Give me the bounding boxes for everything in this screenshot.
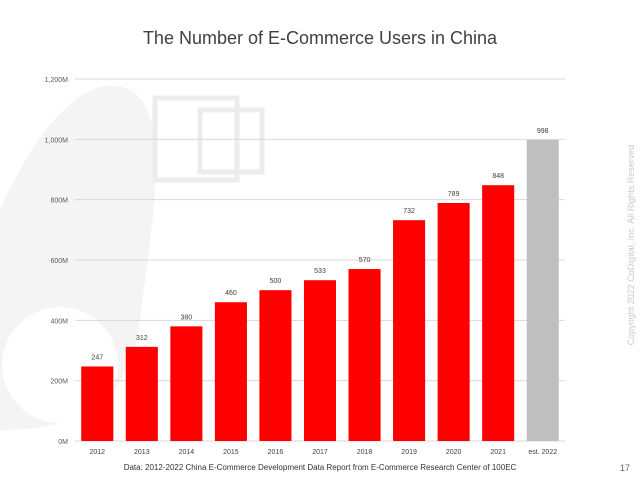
data-label: 789 [448, 191, 460, 198]
data-label: 247 [91, 354, 103, 361]
data-label: 460 [225, 290, 237, 297]
y-tick-label: 600M [50, 258, 68, 265]
y-tick-label: 1,200M [45, 77, 69, 84]
bar [482, 185, 515, 441]
bar [81, 366, 114, 441]
data-label: 732 [403, 208, 415, 215]
data-label: 380 [181, 314, 193, 321]
x-tick-label: 2014 [179, 449, 195, 456]
decorative-square-outline-inner [197, 107, 265, 175]
x-tick-label: 2018 [357, 449, 373, 456]
data-source-note: Data: 2012-2022 China E-Commerce Develop… [123, 463, 517, 472]
data-label: 570 [359, 257, 371, 264]
data-label: 848 [492, 173, 504, 180]
data-label: 312 [136, 335, 148, 342]
y-tick-label: 800M [50, 198, 68, 205]
page-number: 17 [620, 463, 631, 473]
x-tick-label: 2012 [89, 449, 105, 456]
bar [170, 326, 203, 441]
data-label: 533 [314, 268, 326, 275]
data-label: 998 [537, 128, 549, 135]
bar [125, 346, 158, 441]
bar [303, 280, 337, 441]
bar [259, 290, 292, 441]
x-tick-label: 2017 [312, 449, 328, 456]
y-tick-label: 0M [58, 439, 68, 446]
x-tick-label: 2019 [401, 449, 417, 456]
data-label: 500 [270, 278, 282, 285]
copyright-notice: Copyright 2022 CoDigital, Inc. All Right… [624, 140, 638, 350]
bar [214, 302, 247, 441]
x-tick-label: 2021 [490, 449, 506, 456]
x-tick-label: est. 2022 [528, 449, 557, 456]
bar [526, 139, 559, 442]
slide-title: The Number of E-Commerce Users in China [142, 28, 498, 48]
x-tick-label: 2015 [223, 449, 239, 456]
y-tick-label: 1,000M [45, 137, 69, 144]
bar [348, 269, 381, 441]
x-tick-label: 2020 [446, 449, 462, 456]
copyright-text: Copyright 2022 CoDigital, Inc. All Right… [626, 144, 636, 346]
x-tick-label: 2016 [268, 449, 284, 456]
bar [437, 202, 470, 441]
y-tick-label: 400M [50, 318, 68, 325]
x-tick-label: 2013 [134, 449, 150, 456]
bar [393, 220, 426, 441]
y-tick-label: 200M [50, 379, 68, 386]
